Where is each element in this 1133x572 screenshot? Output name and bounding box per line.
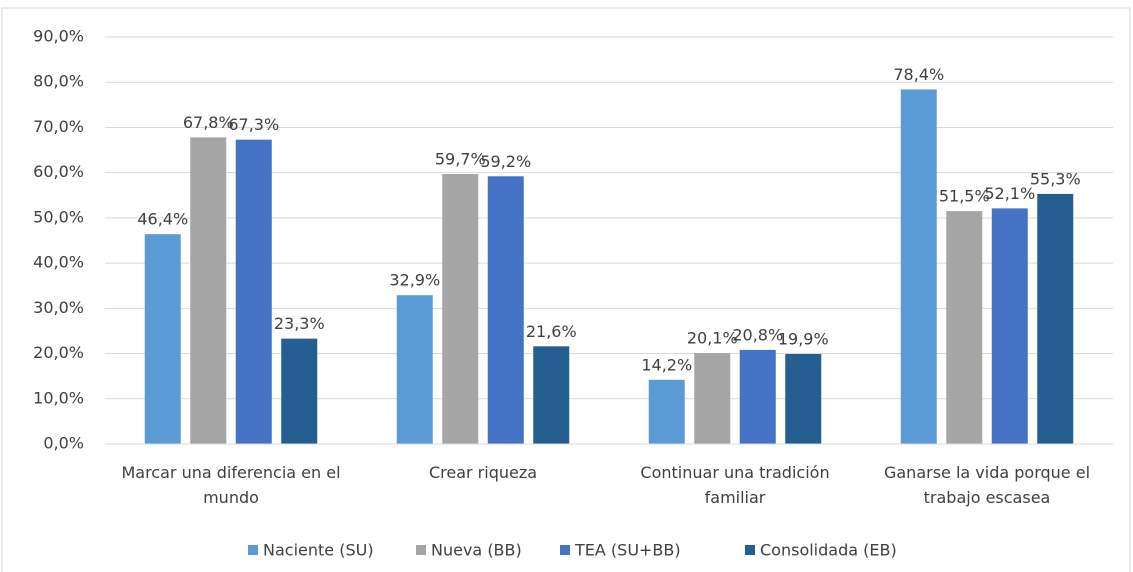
- data-label: 46,4%: [137, 210, 188, 229]
- y-tick-label: 70,0%: [33, 117, 84, 136]
- data-label: 78,4%: [893, 65, 944, 84]
- bar: [144, 234, 181, 444]
- bar: [648, 379, 685, 444]
- bar: [1037, 193, 1074, 444]
- y-tick-label: 20,0%: [33, 343, 84, 362]
- legend-label: TEA (SU+BB): [574, 541, 681, 560]
- data-label: 23,3%: [274, 314, 325, 333]
- legend-label: Naciente (SU): [263, 541, 374, 560]
- data-label: 67,3%: [228, 115, 279, 134]
- x-tick-label: Marcar una diferencia en el mundo: [121, 463, 341, 507]
- bar: [190, 137, 227, 445]
- legend-swatch: [416, 545, 426, 555]
- legend-label: Nueva (BB): [431, 541, 522, 560]
- bar: [991, 208, 1028, 444]
- data-label: 52,1%: [984, 184, 1035, 203]
- chart-border: [1, 7, 1131, 572]
- legend-swatch: [745, 545, 755, 555]
- x-tick-label: Continuar una tradición familiar: [640, 463, 830, 507]
- legend-swatch: [248, 545, 258, 555]
- y-tick-label: 40,0%: [33, 253, 84, 272]
- y-tick-label: 80,0%: [33, 72, 84, 91]
- data-label: 51,5%: [939, 187, 990, 206]
- data-label: 32,9%: [389, 271, 440, 290]
- bar: [785, 354, 822, 444]
- y-tick-label: 10,0%: [33, 388, 84, 407]
- bar: [442, 174, 479, 445]
- data-label: 19,9%: [778, 330, 829, 349]
- bar: [235, 139, 272, 444]
- y-tick-label: 50,0%: [33, 207, 84, 226]
- data-label: 20,8%: [732, 325, 783, 344]
- data-label: 55,3%: [1030, 169, 1081, 188]
- bar: [694, 353, 731, 444]
- y-tick-label: 0,0%: [43, 434, 84, 453]
- legend-swatch: [560, 545, 570, 555]
- data-label: 67,8%: [183, 113, 234, 132]
- data-label: 20,1%: [687, 329, 738, 348]
- y-tick-label: 30,0%: [33, 298, 84, 317]
- bar: [946, 211, 983, 444]
- bar: [900, 89, 937, 445]
- y-tick-label: 90,0%: [33, 27, 84, 46]
- y-tick-label: 60,0%: [33, 162, 84, 181]
- bar: [281, 338, 318, 444]
- bar: [739, 349, 776, 444]
- bar: [533, 346, 570, 444]
- data-label: 14,2%: [641, 355, 692, 374]
- data-label: 21,6%: [526, 322, 577, 341]
- data-label: 59,7%: [435, 150, 486, 169]
- bar: [487, 176, 524, 445]
- legend-label: Consolidada (EB): [760, 541, 897, 560]
- bar: [396, 295, 433, 444]
- x-tick-label: Ganarse la vida porque el trabajo escase…: [883, 463, 1091, 507]
- x-tick-label: Crear riqueza: [428, 463, 538, 482]
- data-label: 59,2%: [480, 152, 531, 171]
